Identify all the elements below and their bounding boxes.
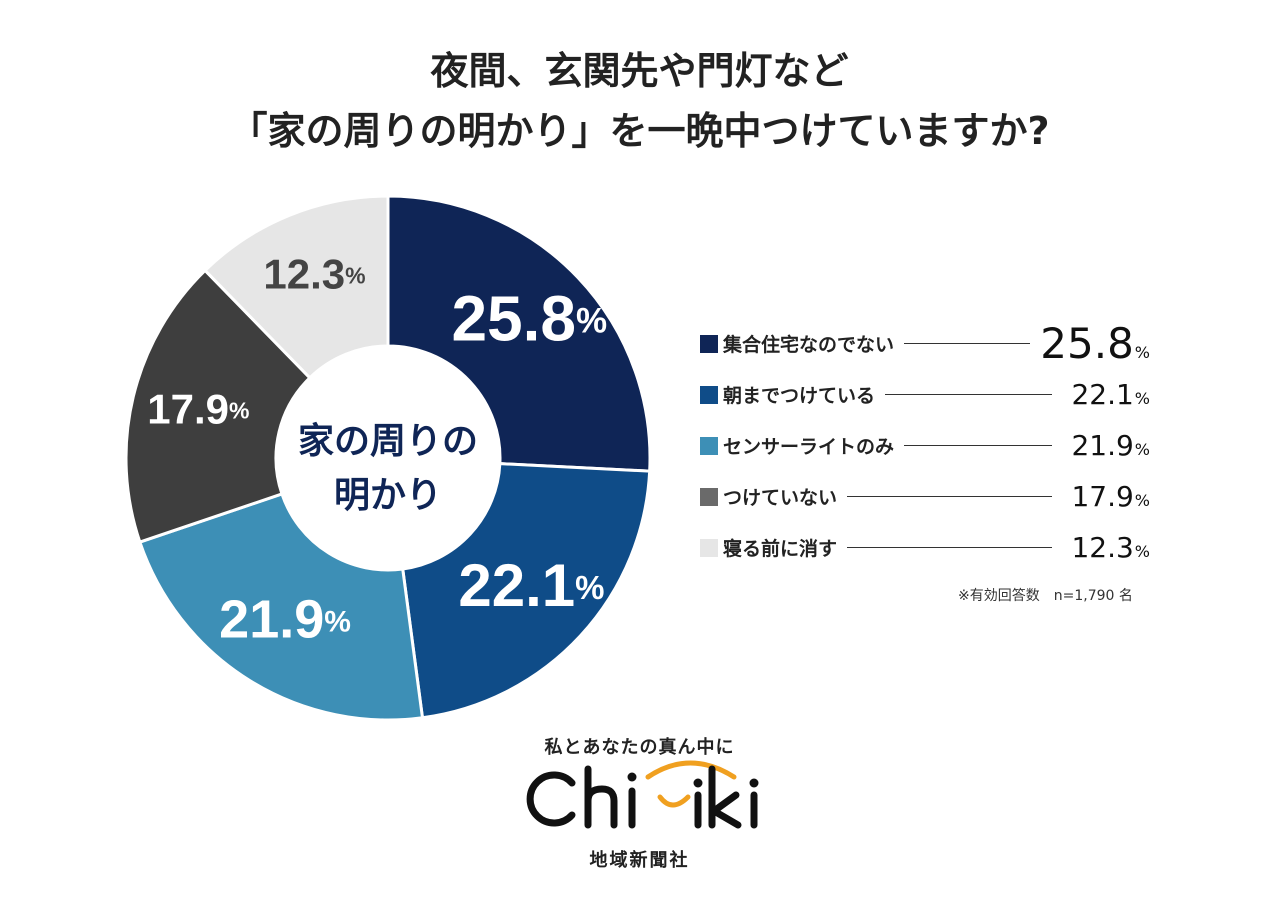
center-label-line2: 明かり — [334, 475, 442, 516]
legend-swatch — [700, 385, 718, 404]
donut-slice — [124, 268, 312, 544]
legend-label: 寝る前に消す — [723, 538, 838, 560]
slice-value-label: 22.1% — [458, 552, 604, 619]
legend-value: 21.9% — [1071, 429, 1150, 462]
legend-value: 22.1% — [1071, 378, 1150, 411]
donut-slice — [202, 194, 390, 380]
legend-label: 集合住宅なのでない — [723, 334, 895, 356]
legend-item: 寝る前に消す 12.3% — [700, 522, 1150, 573]
slice-value-label: 25.8% — [451, 283, 607, 355]
donut-slice — [137, 492, 425, 722]
legend-item: センサーライトのみ 21.9% — [700, 420, 1150, 471]
legend-item: つけていない 17.9% — [700, 471, 1150, 522]
legend-swatch — [700, 436, 718, 455]
legend-item: 集合住宅なのでない 25.8% — [700, 318, 1150, 369]
legend-value: 12.3% — [1071, 531, 1150, 564]
footer-tagline: 私とあなたの真ん中に — [544, 737, 735, 758]
legend-label: センサーライトのみ — [723, 436, 895, 458]
donut-slice — [401, 462, 652, 720]
leader-line — [904, 445, 1052, 446]
legend-swatch — [700, 538, 718, 557]
leader-line — [904, 343, 1031, 344]
legend-label: 朝までつけている — [723, 385, 876, 407]
leader-line — [847, 547, 1052, 548]
donut-slice — [386, 194, 652, 473]
slice-value-label: 21.9% — [219, 590, 351, 650]
legend: 集合住宅なのでない 25.8% 朝までつけている 22.1% センサーライトのみ… — [700, 318, 1150, 573]
chiiki-logo-mark — [526, 760, 759, 829]
legend-label: つけていない — [723, 487, 838, 509]
legend-item: 朝までつけている 22.1% — [700, 369, 1150, 420]
chiiki-logo — [510, 755, 770, 839]
footer-company: 地域新聞社 — [589, 850, 690, 871]
legend-swatch — [700, 334, 718, 353]
donut-chart: 25.8% 22.1% 21.9% 17.9% 12.3% 家の周りの 明かり — [124, 194, 652, 722]
sample-size-note: ※有効回答数 n=1,790 名 — [958, 588, 1133, 604]
leader-line — [885, 394, 1052, 395]
legend-value: 17.9% — [1071, 480, 1150, 513]
chart-title-line2: 「家の周りの明かり」を一晩中つけていますか? — [229, 109, 1050, 153]
legend-value: 25.8% — [1040, 319, 1150, 368]
leader-line — [847, 496, 1052, 497]
legend-swatch — [700, 487, 718, 506]
chart-title-line1: 夜間、玄関先や門灯など — [430, 49, 849, 93]
center-label-line1: 家の周りの — [298, 421, 478, 462]
slice-value-label: 17.9% — [147, 386, 249, 433]
slice-value-label: 12.3% — [263, 250, 365, 297]
